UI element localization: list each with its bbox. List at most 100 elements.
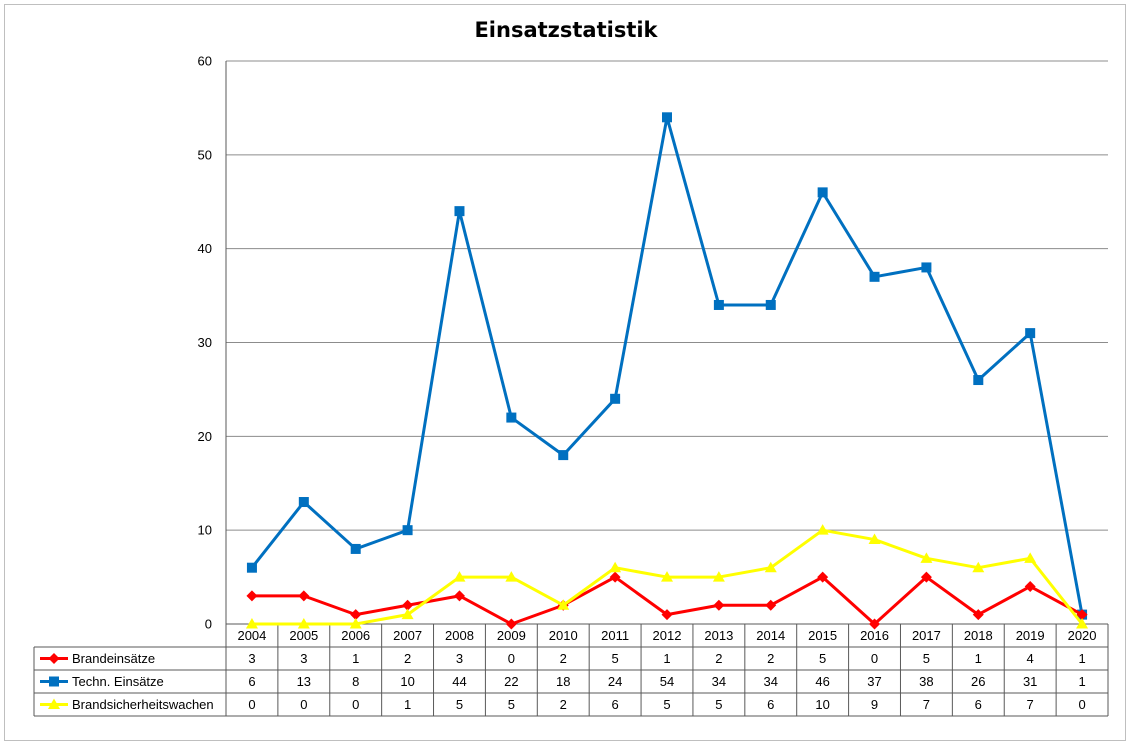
series-0-point-2005	[298, 590, 310, 602]
table-cell-1-2011: 24	[608, 674, 622, 689]
table-cell-0-2017: 5	[923, 651, 930, 666]
series-1-point-2017	[921, 262, 932, 273]
series-0-point-2006	[350, 609, 362, 621]
series-0-point-2018	[972, 609, 984, 621]
table-cell-2-2014: 6	[767, 697, 774, 712]
table-cell-1-2016: 37	[867, 674, 881, 689]
table-cell-1-2006: 8	[352, 674, 359, 689]
series-1-line	[250, 115, 1084, 615]
series-1-point-2013	[713, 299, 724, 310]
x-tick-label-2015: 2015	[808, 628, 837, 643]
table-cell-2-2017: 7	[923, 697, 930, 712]
table-cell-2-2012: 5	[663, 697, 670, 712]
x-tick-label-2008: 2008	[445, 628, 474, 643]
table-cell-2-2010: 2	[560, 697, 567, 712]
table-cell-0-2005: 3	[300, 651, 307, 666]
table-cell-1-2007: 10	[400, 674, 414, 689]
table-cell-1-2013: 34	[712, 674, 726, 689]
legend-label-0: Brandeinsätze	[72, 651, 155, 666]
x-tick-label-2010: 2010	[549, 628, 578, 643]
series-1-point-2004	[246, 562, 257, 573]
series-1-point-2016	[869, 271, 880, 282]
table-cell-1-2018: 26	[971, 674, 985, 689]
series-0-point-2014	[765, 599, 777, 611]
series-2-point-2008	[453, 571, 466, 582]
series-2-point-2005	[297, 618, 310, 629]
series-2-point-2011	[609, 561, 622, 573]
series-0-point-2007	[402, 599, 414, 611]
table-cell-0-2018: 1	[975, 651, 982, 666]
series-0-point-2020	[1076, 609, 1088, 621]
series-2-point-2007	[401, 608, 414, 620]
x-tick-label-2004: 2004	[237, 628, 266, 643]
x-tick-label-2020: 2020	[1068, 628, 1097, 643]
chart-title: Einsatzstatistik	[474, 18, 658, 42]
table-cell-2-2005: 0	[300, 697, 307, 712]
table-cell-2-2007: 1	[404, 697, 411, 712]
table-cell-0-2011: 5	[612, 651, 619, 666]
table-cell-0-2019: 4	[1027, 651, 1034, 666]
series-0-point-2013	[713, 599, 725, 611]
table-cell-1-2014: 34	[764, 674, 778, 689]
legend-key-marker-1	[49, 676, 59, 687]
x-tick-label-2007: 2007	[393, 628, 422, 643]
x-tick-label-2012: 2012	[653, 628, 682, 643]
series-1-point-2007	[402, 525, 413, 536]
table-cell-2-2016: 9	[871, 697, 878, 712]
table-cell-0-2013: 2	[715, 651, 722, 666]
table-cell-0-2015: 5	[819, 651, 826, 666]
table-cell-1-2015: 46	[815, 674, 829, 689]
x-tick-label-2017: 2017	[912, 628, 941, 643]
legend-key-marker-0	[48, 653, 60, 664]
series-1-point-2011	[610, 393, 621, 404]
series-2-point-2014	[764, 561, 777, 573]
series-1-point-2012	[662, 112, 672, 123]
series-1-point-2005	[298, 497, 309, 508]
table-cell-0-2010: 2	[560, 651, 567, 666]
x-tick-label-2016: 2016	[860, 628, 889, 643]
table-cell-0-2014: 2	[767, 651, 774, 666]
chart-frame	[4, 4, 1126, 741]
x-tick-label-2006: 2006	[341, 628, 370, 643]
legend-label-2: Brandsicherheitswachen	[72, 697, 214, 712]
table-cell-2-2019: 7	[1027, 697, 1034, 712]
table-cell-0-2020: 1	[1078, 651, 1085, 666]
series-1-point-2008	[454, 206, 465, 217]
series-1-point-2009	[506, 412, 517, 423]
series-2-point-2006	[349, 618, 362, 629]
series-0-point-2008	[453, 590, 465, 602]
series-2-point-2012	[661, 571, 673, 582]
table-cell-1-2017: 38	[919, 674, 933, 689]
series-2-point-2013	[712, 571, 725, 582]
x-tick-label-2019: 2019	[1016, 628, 1045, 643]
series-2-point-2020	[1076, 618, 1089, 629]
series-2-point-2004	[245, 618, 258, 629]
table-cell-2-2004: 0	[248, 697, 255, 712]
series-0-point-2019	[1024, 580, 1036, 592]
table-cell-0-2008: 3	[456, 651, 463, 666]
y-tick-label-20: 20	[198, 429, 212, 444]
series-1-point-2019	[1025, 328, 1036, 339]
table-cell-1-2008: 44	[452, 674, 466, 689]
table-cell-0-2009: 0	[508, 651, 515, 666]
legend-key-marker-2	[48, 698, 60, 709]
table-cell-2-2020: 0	[1078, 697, 1085, 712]
series-2-point-2017	[920, 552, 933, 563]
table-cell-0-2006: 1	[352, 651, 359, 666]
y-tick-label-50: 50	[198, 147, 212, 162]
x-tick-label-2018: 2018	[964, 628, 993, 643]
x-tick-label-2009: 2009	[497, 628, 526, 643]
series-0-point-2004	[246, 590, 258, 602]
series-2-point-2010	[557, 599, 570, 610]
table-cell-2-2013: 5	[715, 697, 722, 712]
series-2-point-2018	[972, 561, 985, 573]
series-2-point-2016	[868, 533, 881, 545]
x-tick-label-2014: 2014	[756, 628, 785, 643]
series-2-point-2015	[816, 524, 829, 535]
y-tick-label-60: 60	[198, 54, 212, 69]
series-0-point-2017	[920, 571, 932, 583]
table-cell-1-2005: 13	[297, 674, 311, 689]
table-cell-0-2007: 2	[404, 651, 411, 666]
table-cell-1-2004: 6	[248, 674, 255, 689]
